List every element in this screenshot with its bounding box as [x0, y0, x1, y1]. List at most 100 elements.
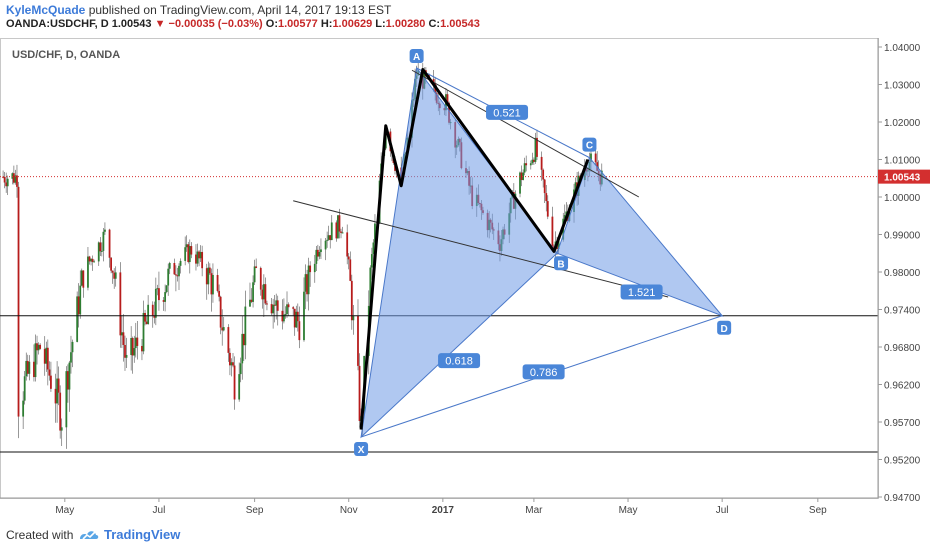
candle-body	[239, 363, 242, 375]
candle-body	[523, 163, 526, 173]
x-tick-label: Sep	[246, 505, 264, 516]
candle-body	[563, 215, 566, 219]
candle-body	[531, 159, 534, 164]
high-label: H:	[320, 18, 333, 30]
candle-body	[536, 137, 538, 157]
ratio-label-bg	[522, 364, 565, 380]
candle-body	[293, 308, 296, 328]
candle-body	[60, 427, 63, 431]
candle-body	[318, 252, 321, 257]
candle-body	[250, 299, 253, 302]
candle-body	[529, 163, 532, 166]
candle-body	[574, 182, 577, 190]
candle-body	[37, 344, 40, 351]
candle-body	[276, 300, 279, 311]
tradingview-brand[interactable]: TradingView	[104, 527, 181, 542]
low-value: 1.00280	[385, 18, 426, 30]
candle-body	[133, 348, 136, 356]
candle-body	[261, 289, 264, 300]
candle-body	[590, 153, 592, 162]
candle-body	[175, 274, 177, 276]
tradingview-logo-icon	[80, 531, 99, 540]
candle-body	[104, 229, 106, 232]
candle-body	[222, 327, 225, 331]
candle-body	[330, 222, 333, 241]
candle-body	[264, 284, 267, 304]
candle-body	[48, 369, 51, 376]
candle-body	[207, 267, 210, 285]
candle-body	[70, 352, 72, 363]
candle-body	[179, 260, 182, 266]
candle-body	[87, 256, 89, 288]
candle-body	[233, 365, 236, 400]
candle-body	[270, 304, 273, 314]
chart-area[interactable]: 0.521 1.521 0.618 0.786 X A B C D 1.04000 1.03000…	[0, 38, 932, 518]
point-label: A	[413, 52, 420, 63]
candle-body	[114, 272, 117, 279]
ratio-label: 0.618	[445, 356, 473, 368]
candle-body	[16, 175, 18, 187]
candle-body	[315, 249, 318, 264]
candle-body	[352, 315, 355, 321]
created-with-text: Created with	[6, 528, 74, 542]
candle-body	[153, 315, 156, 318]
trendline	[293, 200, 669, 298]
y-tick-label: 1.00000	[884, 193, 921, 204]
high-value: 1.00629	[332, 18, 373, 30]
candle-body	[199, 251, 202, 259]
down-arrow-icon: ▼	[154, 18, 166, 30]
candle-body	[111, 270, 114, 273]
candle-body	[56, 378, 58, 404]
candle-body	[17, 186, 20, 417]
xab-triangle	[360, 66, 558, 439]
candle-body	[346, 232, 349, 257]
candle-body	[275, 300, 278, 306]
candle-body	[296, 311, 299, 322]
candle-body	[162, 300, 165, 302]
candle-body	[125, 354, 128, 358]
candle-body	[144, 312, 146, 322]
candle-body	[241, 333, 244, 364]
ratio-label-bg	[620, 284, 663, 300]
candle-body	[565, 211, 568, 216]
candle-body	[76, 296, 79, 342]
candle-body	[36, 343, 38, 351]
candle-body	[151, 304, 154, 316]
y-tick-label: 1.04000	[884, 43, 921, 54]
candle-body	[77, 296, 80, 315]
candle-body	[253, 266, 256, 283]
candle-body	[340, 231, 342, 233]
wave-path	[359, 68, 590, 430]
x-tick-label: May	[619, 505, 638, 516]
candle-body	[273, 304, 276, 306]
candle-body	[357, 315, 359, 366]
author-link[interactable]: KyleMcQuade	[6, 3, 86, 17]
candle-body	[82, 270, 85, 288]
candle-body	[11, 173, 14, 179]
candle-body	[3, 176, 6, 183]
candle-body	[218, 290, 221, 297]
candle-body	[142, 312, 145, 352]
candle-body	[306, 274, 308, 295]
point-label: D	[721, 324, 728, 335]
x-tick-label: Nov	[340, 505, 358, 516]
candle-body	[97, 242, 100, 262]
point-label: B	[557, 259, 564, 270]
candle-body	[50, 375, 52, 389]
candle-body	[324, 240, 327, 250]
candle-body	[335, 222, 338, 239]
candle-body	[249, 299, 251, 307]
candle-body	[65, 371, 68, 428]
candle-body	[131, 338, 134, 356]
candle-body	[168, 262, 171, 269]
candle-body	[136, 337, 139, 346]
price-chart[interactable]: 0.521 1.521 0.618 0.786 X A B C D 1.04000 1.03000…	[0, 38, 932, 518]
candle-body	[33, 361, 35, 378]
candle-body	[28, 361, 31, 374]
low-label: L:	[375, 18, 386, 30]
candle-body	[156, 288, 159, 290]
candle-body	[80, 270, 83, 286]
open-label: O:	[265, 18, 278, 30]
candle-body	[184, 247, 187, 261]
ratio-label-bg	[438, 353, 481, 369]
